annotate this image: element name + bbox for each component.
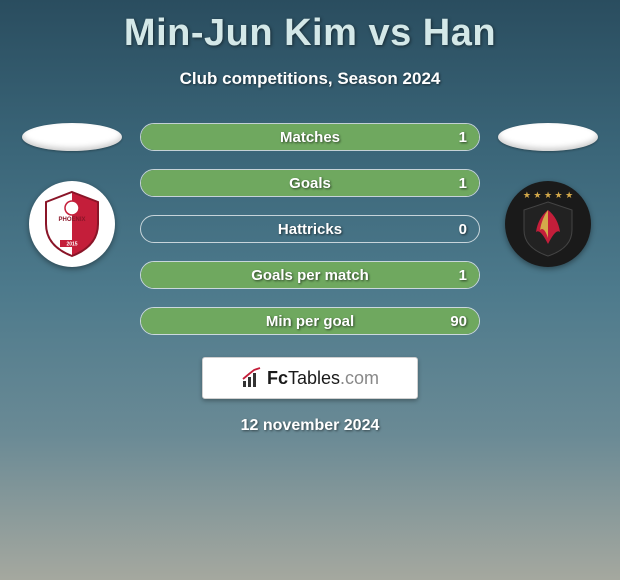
left-club-crest: PHOENIX 2015 [29, 181, 115, 267]
page-title: Min-Jun Kim vs Han [0, 0, 620, 55]
stat-row: Goals 1 [140, 169, 480, 197]
right-club-crest: ★ ★ ★ ★ ★ [505, 181, 591, 267]
stat-label: Min per goal [266, 313, 354, 330]
stat-row: Goals per match 1 [140, 261, 480, 289]
stat-label: Goals [289, 175, 331, 192]
page-subtitle: Club competitions, Season 2024 [0, 69, 620, 89]
fctables-logo[interactable]: FcTables.com [202, 357, 418, 399]
stat-label: Hattricks [278, 221, 342, 238]
svg-text:PHOENIX: PHOENIX [58, 217, 85, 223]
left-player-col: PHOENIX 2015 [22, 123, 122, 267]
right-player-col: ★ ★ ★ ★ ★ [498, 123, 598, 267]
main-comparison: PHOENIX 2015 Matches 1 Goals 1 Hattricks 0 Goa… [0, 123, 620, 335]
footer: FcTables.com 12 november 2024 [0, 357, 620, 435]
stat-row: Min per goal 90 [140, 307, 480, 335]
stat-label: Matches [280, 129, 340, 146]
left-flag-icon [22, 123, 122, 151]
stat-value-right: 0 [459, 221, 467, 238]
stat-value-right: 1 [459, 129, 467, 146]
stat-value-right: 90 [450, 313, 467, 330]
shield-icon: PHOENIX 2015 [36, 188, 108, 260]
svg-text:2015: 2015 [66, 242, 77, 248]
chart-icon [241, 367, 263, 389]
logo-text: FcTables.com [267, 368, 379, 389]
date-label: 12 november 2024 [241, 417, 380, 435]
stat-row: Matches 1 [140, 123, 480, 151]
stat-row: Hattricks 0 [140, 215, 480, 243]
stat-label: Goals per match [251, 267, 369, 284]
shield-icon: ★ ★ ★ ★ ★ [512, 188, 584, 260]
stat-value-right: 1 [459, 175, 467, 192]
right-flag-icon [498, 123, 598, 151]
stat-value-right: 1 [459, 267, 467, 284]
svg-text:★ ★ ★ ★ ★: ★ ★ ★ ★ ★ [523, 190, 573, 200]
stats-column: Matches 1 Goals 1 Hattricks 0 Goals per match 1… [140, 123, 480, 335]
